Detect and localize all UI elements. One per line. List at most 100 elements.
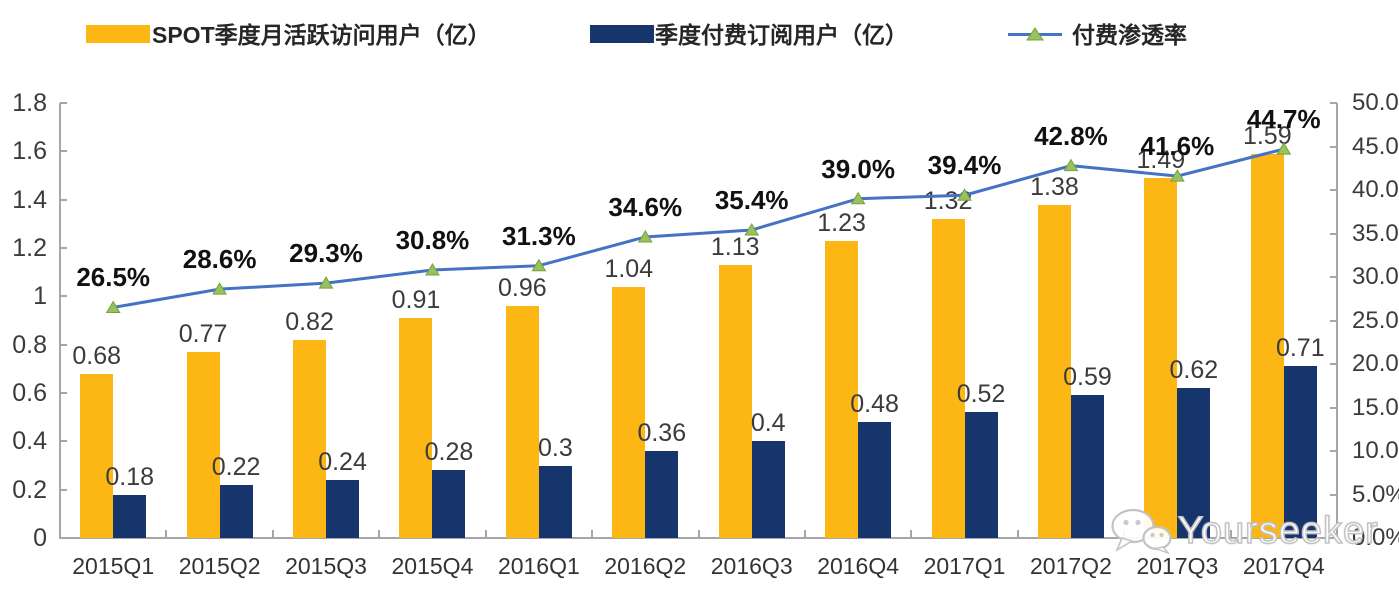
y-axis-label-left: 1.2	[12, 234, 47, 262]
y-axis-label-right: 35.0%	[1352, 219, 1399, 247]
x-axis-label: 2015Q3	[285, 553, 367, 579]
y-axis-tick-left	[60, 343, 67, 346]
mau-bar	[80, 373, 114, 538]
subs-bar	[538, 465, 572, 538]
mau-bar-label: 1.38	[1030, 172, 1079, 201]
mau-bar	[718, 264, 752, 538]
x-axis-label: 2016Q2	[604, 553, 687, 579]
subs-bar-label: 0.48	[850, 390, 899, 418]
mau-bar-label: 0.91	[391, 286, 441, 315]
penetration-label: 39.0%	[821, 153, 895, 184]
penetration-label: 35.4%	[714, 185, 789, 216]
subs-bar-label: 0.52	[956, 380, 1006, 409]
mau-bar	[1144, 177, 1178, 538]
subs-bar-label: 0.24	[318, 448, 367, 476]
mau-bar-label: 1.13	[710, 232, 760, 261]
x-axis-label: 2017Q1	[923, 553, 1006, 579]
subs-bar	[858, 422, 892, 538]
mau-bar-label: 0.82	[285, 307, 334, 336]
mau-bar	[186, 351, 220, 538]
line-marker-triangle-icon	[744, 223, 760, 236]
y-axis-line-right	[1336, 103, 1338, 538]
subs-bar	[1070, 395, 1104, 538]
y-axis-label-right: 15.0%	[1352, 393, 1399, 421]
y-axis-label-left: 1.8	[12, 89, 47, 117]
y-axis-line-left	[59, 103, 61, 538]
mau-bar	[1250, 153, 1284, 538]
x-axis-label: 2016Q1	[497, 553, 580, 579]
y-axis-tick-left	[60, 295, 67, 298]
mau-bar	[931, 219, 965, 538]
subs-bar	[113, 494, 147, 538]
mau-bar-label: 1.49	[1136, 145, 1186, 174]
y-axis-tick-right	[1330, 189, 1337, 191]
mau-bar	[399, 318, 433, 538]
subs-bar	[326, 480, 360, 538]
line-marker-triangle-icon	[850, 191, 866, 205]
subs-bar-label: 0.36	[637, 419, 687, 447]
y-axis-tick-right	[1330, 406, 1337, 409]
subs-bar	[645, 451, 679, 538]
mau-bar	[293, 339, 327, 538]
legend-label-subs: 季度付费订阅用户（亿）	[655, 22, 908, 48]
x-axis-label: 2017Q4	[1242, 553, 1325, 579]
y-axis-label-right: 0.0%	[1352, 524, 1399, 551]
x-axis-tick	[378, 530, 381, 538]
x-axis-tick	[910, 530, 913, 538]
y-axis-label-left: 0.8	[12, 330, 47, 359]
mau-bar	[825, 240, 859, 538]
y-axis-tick-left	[60, 102, 67, 104]
x-axis-tick	[591, 530, 594, 538]
y-axis-label-left: 1	[33, 282, 47, 311]
y-axis-label-left: 1.4	[12, 185, 47, 214]
line-marker-triangle-icon	[425, 263, 440, 276]
penetration-label: 39.4%	[927, 150, 1002, 181]
line-marker-triangle-icon	[637, 229, 653, 243]
legend-triangle-marker-icon	[1026, 27, 1044, 41]
y-axis-tick-left	[60, 198, 67, 201]
subs-bar-label: 0.3	[537, 433, 573, 462]
y-axis-tick-right	[1330, 363, 1337, 365]
penetration-line	[105, 142, 1292, 313]
x-axis-label: 2017Q3	[1136, 553, 1219, 579]
y-axis-label-right: 50.0%	[1352, 89, 1399, 116]
subs-bar	[751, 441, 785, 538]
y-axis-tick-left	[60, 247, 67, 249]
x-axis-label: 2015Q4	[391, 553, 474, 579]
y-axis-tick-left	[60, 392, 67, 394]
legend-label-mau: SPOT季度月活跃访问用户（亿）	[152, 22, 491, 48]
mau-bar	[1037, 204, 1071, 538]
penetration-label: 34.6%	[608, 191, 683, 222]
subs-bar-label: 0.22	[211, 452, 261, 481]
y-axis-tick-left	[60, 537, 67, 539]
y-axis-tick-right	[1330, 493, 1337, 496]
x-axis-tick	[1016, 530, 1019, 538]
subs-bar-label: 0.18	[105, 462, 155, 491]
x-axis-line	[59, 537, 1338, 539]
line-marker-triangle-icon	[957, 188, 972, 201]
x-axis-tick	[1229, 530, 1232, 538]
line-marker-triangle-icon	[1276, 142, 1292, 155]
y-axis-tick-left	[60, 488, 67, 491]
y-axis-tick-left	[60, 150, 67, 153]
y-axis-label-left: 0.2	[12, 475, 47, 504]
penetration-label: 44.7%	[1246, 104, 1321, 135]
mau-bar-label: 1.04	[604, 254, 654, 283]
y-axis-tick-left	[60, 440, 67, 443]
legend-swatch-subs	[590, 25, 654, 43]
x-axis-label: 2015Q1	[72, 553, 155, 579]
y-axis-tick-right	[1330, 102, 1337, 104]
y-axis-tick-right	[1330, 145, 1337, 148]
subs-bar-label: 0.62	[1169, 356, 1219, 385]
subs-bar-label: 0.59	[1063, 363, 1112, 392]
y-axis-label-left: 0.6	[12, 379, 47, 407]
subs-bar	[1177, 388, 1211, 538]
x-axis-tick	[165, 530, 168, 538]
subs-bar	[1283, 366, 1317, 538]
mau-bar	[505, 306, 539, 538]
subs-bar	[432, 470, 466, 538]
x-axis-label: 2016Q4	[817, 553, 900, 579]
x-axis-tick	[697, 530, 700, 538]
y-axis-tick-right	[1330, 450, 1337, 452]
line-marker-triangle-icon	[212, 282, 228, 295]
